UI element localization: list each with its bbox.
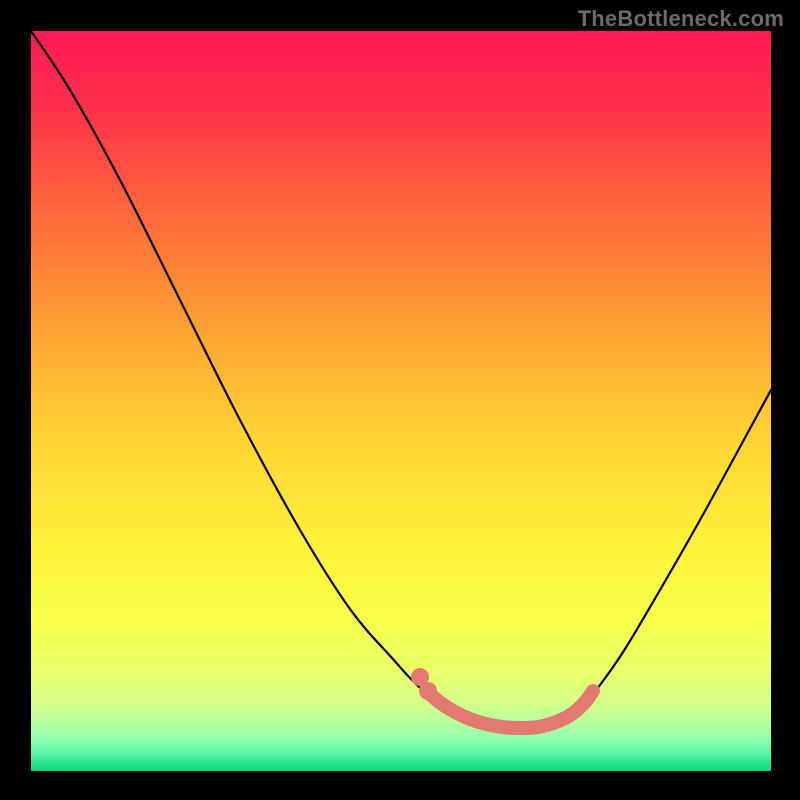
plot-area bbox=[31, 31, 771, 771]
highlight-dot bbox=[419, 682, 437, 700]
bottleneck-chart bbox=[0, 0, 800, 800]
chart-stage: TheBottleneck.com bbox=[0, 0, 800, 800]
watermark-text: TheBottleneck.com bbox=[578, 6, 784, 32]
